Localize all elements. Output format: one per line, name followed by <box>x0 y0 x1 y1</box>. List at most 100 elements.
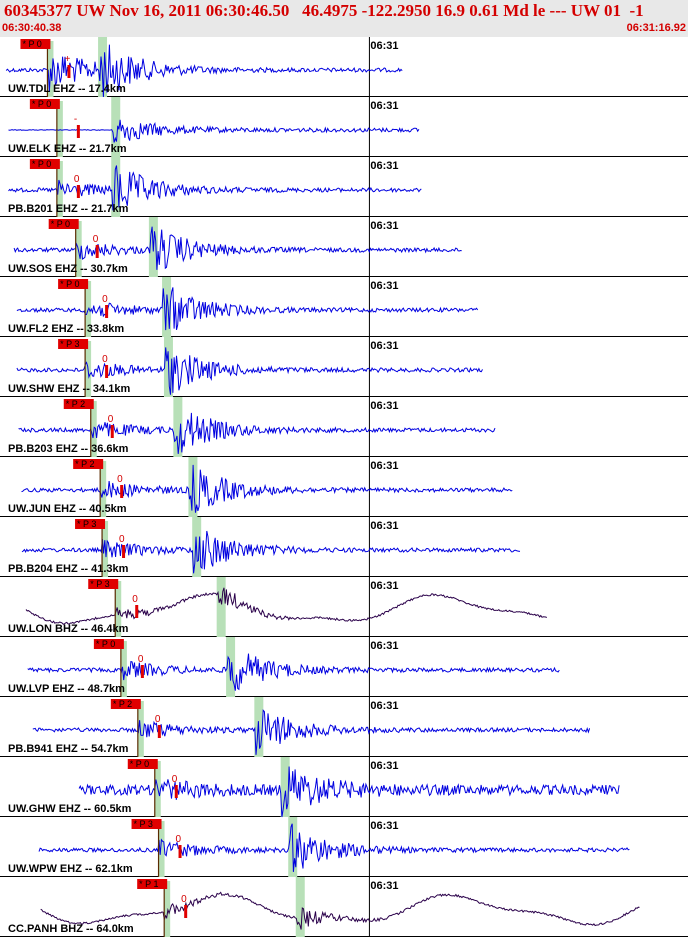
waveform-trace <box>21 530 521 574</box>
minute-label: 06:31 <box>370 700 398 712</box>
trace-row: 06:31 * P 0 - UW.ELK EHZ -- 21.7km <box>0 97 688 157</box>
station-label: PB.B201 EHZ -- 21.7km <box>8 203 129 215</box>
event-title: 60345377 UW Nov 16, 2011 06:30:46.50 46.… <box>4 1 644 20</box>
coda-marker <box>76 185 80 198</box>
waveform-trace <box>13 226 462 270</box>
p-window <box>75 221 82 277</box>
trace-row: 06:31 * P 0 0 UW.SOS EHZ -- 30.7km <box>0 217 688 277</box>
waveform-trace <box>8 119 420 143</box>
p-pick-label: * P 3 <box>77 519 96 529</box>
p-pick-box <box>75 519 106 529</box>
waveform-trace <box>18 412 496 454</box>
s-window <box>226 637 236 697</box>
p-pick-box <box>48 219 79 229</box>
minute-label: 06:31 <box>370 220 398 232</box>
trace-row: 06:31 * P 3 0 UW.LON BHZ -- 46.4km <box>0 577 688 637</box>
p-window <box>100 461 107 517</box>
waveform-trace <box>27 653 560 691</box>
waveform-trace <box>38 823 630 872</box>
p-pick-label: * P 3 <box>134 819 153 829</box>
coda-marker <box>122 545 126 558</box>
minute-label: 06:31 <box>370 340 398 352</box>
s-window <box>173 397 183 457</box>
trace-row: 06:31 * P 0 0 PB.B201 EHZ -- 21.7km <box>0 157 688 217</box>
station-label: UW.JUN EHZ -- 40.5km <box>8 503 127 515</box>
trace-row: 06:31 * P 3 0 PB.B204 EHZ -- 41.3km <box>0 517 688 577</box>
coda-marker <box>110 425 114 438</box>
coda-marker <box>67 65 71 78</box>
p-pick-box <box>29 159 60 169</box>
minute-label: 06:31 <box>370 400 398 412</box>
p-window <box>158 821 165 877</box>
s-window <box>295 877 305 937</box>
station-label: UW.LON BHZ -- 46.4km <box>8 623 129 635</box>
coda-marker-label: 0 <box>181 894 187 905</box>
minute-label: 06:31 <box>370 580 398 592</box>
trace-row: 06:31 * P 0 0 UW.FL2 EHZ -- 33.8km <box>0 277 688 337</box>
p-pick-box <box>29 99 60 109</box>
minute-label: 06:31 <box>370 460 398 472</box>
trace-row: 06:31 * P 0 0 UW.GHW EHZ -- 60.5km <box>0 757 688 818</box>
p-pick-label: * P 3 <box>60 339 79 349</box>
s-window <box>216 577 226 637</box>
station-label: UW.LVP EHZ -- 48.7km <box>8 683 125 695</box>
trace-row: 06:31 * P 2 0 UW.JUN EHZ -- 40.5km <box>0 457 688 517</box>
s-window <box>280 757 290 817</box>
p-pick-box <box>137 879 168 889</box>
coda-marker-label: + <box>64 54 70 65</box>
coda-marker-label: 0 <box>172 774 178 785</box>
coda-marker-label: 0 <box>74 174 80 185</box>
trace-row: 06:31 * P 3 0 UW.WPW EHZ -- 62.1km <box>0 817 688 877</box>
station-label: UW.SOS EHZ -- 30.7km <box>8 263 128 275</box>
coda-marker <box>120 485 124 498</box>
coda-marker-label: 0 <box>176 834 182 845</box>
p-window <box>115 581 122 637</box>
minute-label: 06:31 <box>370 40 398 52</box>
p-window <box>56 101 63 157</box>
waveform-trace <box>5 44 403 98</box>
start-time: 06:30:40.38 <box>2 22 62 34</box>
waveform-trace <box>21 464 513 513</box>
station-label: PB.B204 EHZ -- 41.3km <box>8 563 129 575</box>
coda-marker-label: 0 <box>117 474 123 485</box>
p-window <box>137 701 144 757</box>
p-pick-box <box>58 279 89 289</box>
p-window <box>120 641 127 697</box>
p-pick-box <box>88 579 119 589</box>
p-pick-box <box>63 399 94 409</box>
p-pick-label: * P 0 <box>32 99 51 109</box>
coda-marker <box>140 665 144 678</box>
station-label: UW.WPW EHZ -- 62.1km <box>8 863 133 875</box>
waveform-trace <box>32 709 591 755</box>
p-pick-box <box>93 639 124 649</box>
station-label: UW.FL2 EHZ -- 33.8km <box>8 323 124 335</box>
coda-marker <box>174 785 178 798</box>
station-label: UW.SHW EHZ -- 34.1km <box>8 383 130 395</box>
minute-label: 06:31 <box>370 160 398 172</box>
coda-marker <box>76 125 80 138</box>
trace-row: 06:31 * P 2 0 PB.B941 EHZ -- 54.7km <box>0 697 688 757</box>
waveform-trace <box>40 891 640 930</box>
p-pick-box <box>131 819 162 829</box>
p-pick-box <box>127 759 158 769</box>
p-pick-label: * P 3 <box>90 579 109 589</box>
p-pick-box <box>110 699 141 709</box>
s-window <box>111 157 121 217</box>
coda-marker <box>105 305 109 318</box>
waveform-trace <box>16 347 483 395</box>
seismogram-plot: 06:31 * P 0 + UW.TDL EHZ -- 17.4km 06:31 * P … <box>0 37 688 937</box>
minute-label: 06:31 <box>370 100 398 112</box>
p-pick-box <box>58 339 89 349</box>
minute-label: 06:31 <box>370 760 398 772</box>
minute-label: 06:31 <box>370 880 398 892</box>
station-label: PB.B941 EHZ -- 54.7km <box>8 743 129 755</box>
p-pick-label: * P 2 <box>113 699 132 709</box>
p-pick-label: * P 0 <box>51 219 70 229</box>
minute-label: 06:31 <box>370 520 398 532</box>
coda-marker-label: 0 <box>93 234 99 245</box>
coda-marker-label: 0 <box>108 414 114 425</box>
coda-marker-label: 0 <box>155 714 161 725</box>
coda-marker-label: 0 <box>119 534 125 545</box>
station-label: UW.TDL EHZ -- 17.4km <box>8 83 126 95</box>
coda-marker <box>105 365 109 378</box>
